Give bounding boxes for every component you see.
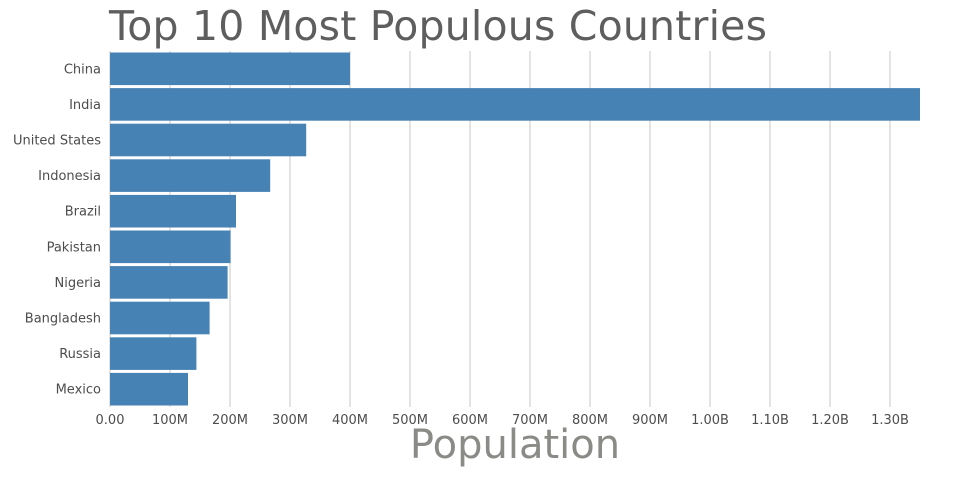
y-tick-label: United States: [13, 134, 101, 149]
bar-nigeria: [110, 266, 228, 299]
bar-mexico: [110, 372, 188, 406]
bar-pakistan: [110, 230, 231, 264]
y-tick-label: Pakistan: [47, 240, 101, 255]
x-tick-label: 1.20B: [811, 413, 849, 428]
x-tick-label: 400M: [332, 413, 368, 428]
x-tick-label: 900M: [632, 413, 668, 428]
y-tick-label: Bangladesh: [25, 312, 101, 327]
bar-indonesia: [110, 159, 271, 192]
x-tick-label: 200M: [212, 413, 248, 428]
x-tick-label: 1.00B: [691, 413, 729, 428]
x-tick-label: 500M: [392, 413, 428, 428]
x-tick-label: 100M: [152, 413, 188, 428]
x-tick-label: 300M: [272, 413, 308, 428]
x-tick-label: 700M: [512, 413, 548, 428]
bar-united-states: [110, 123, 307, 157]
bar-brazil: [110, 194, 236, 228]
y-tick-label: Mexico: [56, 383, 101, 398]
x-tick-label: 600M: [452, 413, 488, 428]
y-tick-label: India: [69, 98, 101, 113]
y-tick-label: Brazil: [65, 205, 101, 220]
y-tick-label: Indonesia: [38, 169, 101, 184]
y-tick-label: China: [64, 62, 101, 77]
x-tick-label: 0.00: [96, 413, 125, 428]
chart-title: Top 10 Most Populous Countries: [109, 2, 768, 50]
bar-russia: [110, 337, 197, 370]
bar-bangladesh: [110, 301, 210, 335]
x-axis-title: Population: [409, 422, 621, 468]
x-tick-label: 800M: [572, 413, 608, 428]
bar-india: [110, 88, 920, 121]
y-tick-label: Russia: [59, 347, 101, 362]
y-tick-label: Nigeria: [54, 276, 101, 291]
x-tick-label: 1.10B: [751, 413, 789, 428]
bar-china: [110, 52, 350, 86]
x-tick-label: 1.30B: [871, 413, 909, 428]
